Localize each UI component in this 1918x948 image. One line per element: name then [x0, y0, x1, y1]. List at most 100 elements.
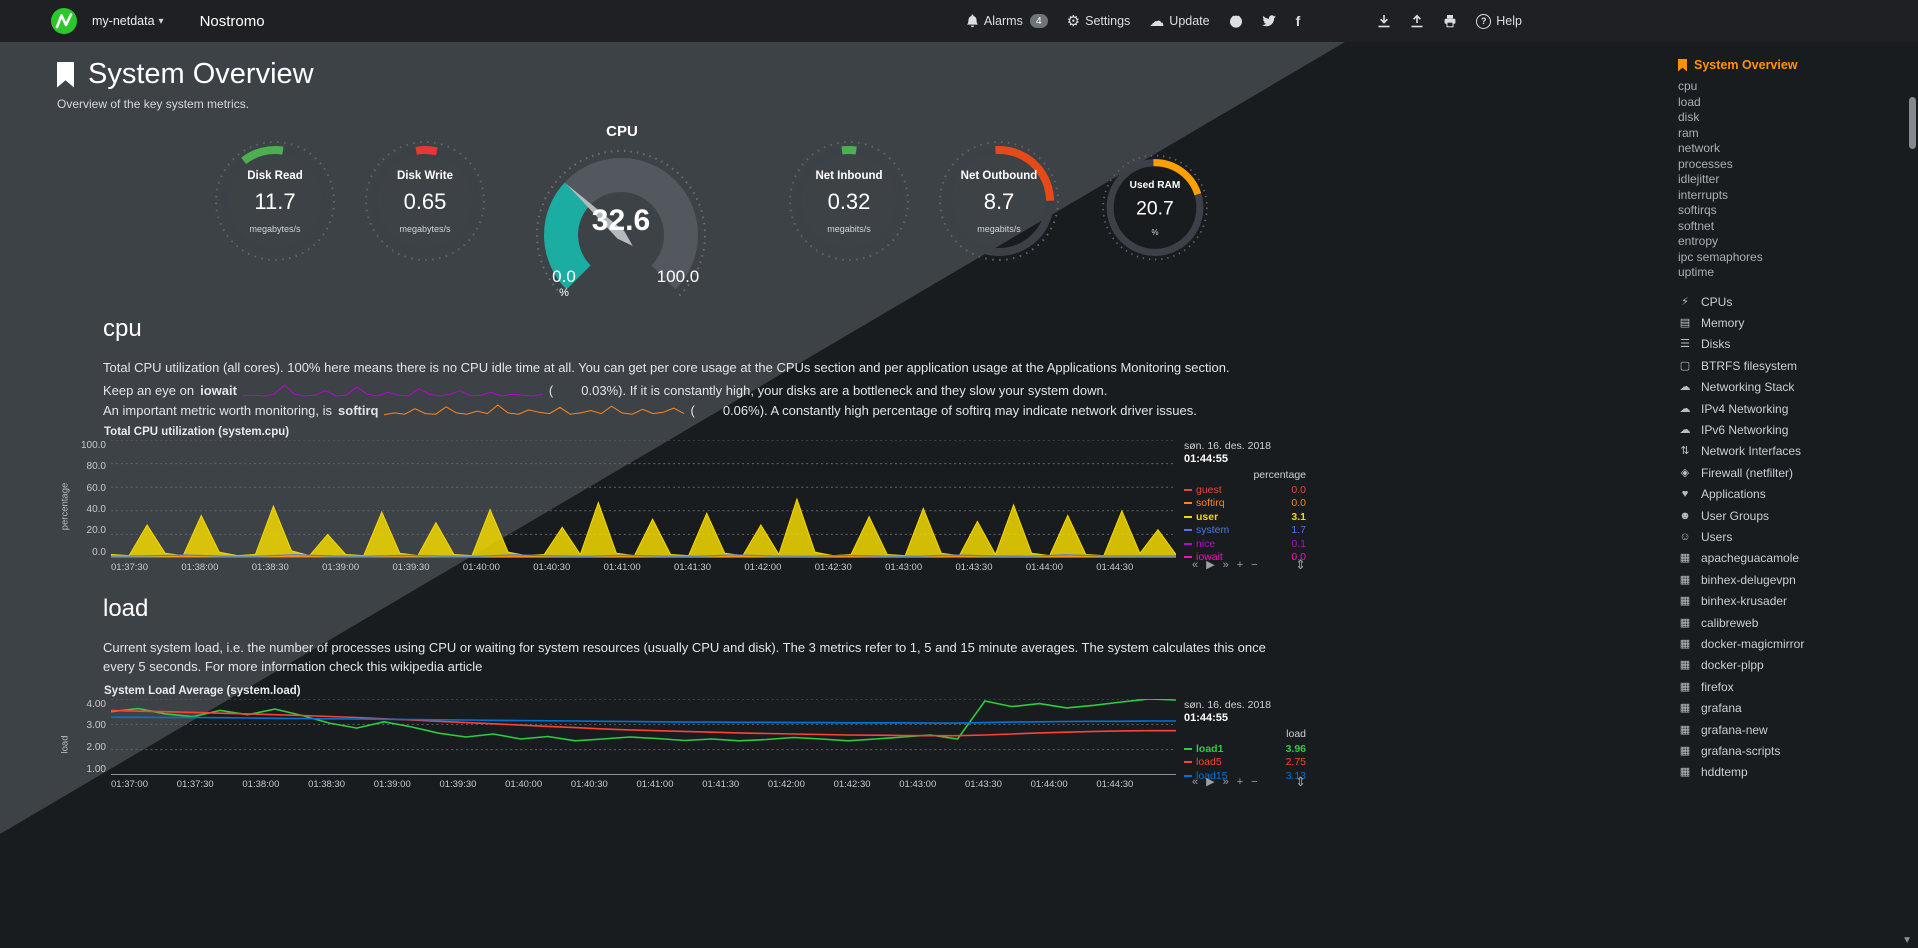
sidebar-item-network-interfaces[interactable]: ⇅ Network Interfaces	[1678, 441, 1918, 462]
sidebar-item-docker-plpp[interactable]: ▦ docker-plpp	[1678, 655, 1918, 676]
svg-text:%: %	[559, 287, 569, 298]
sidebar-item-uptime[interactable]: uptime	[1678, 265, 1715, 279]
resize-handle[interactable]: ⇕	[1295, 773, 1306, 789]
legend-item-load5[interactable]: load5 2.75	[1184, 756, 1306, 768]
sidebar-item-users[interactable]: ☺ Users	[1678, 527, 1918, 548]
cpu-heading: cpu	[103, 315, 142, 342]
sidebar-item-hddtemp[interactable]: ▦ hddtemp	[1678, 762, 1918, 783]
play-button[interactable]: ▶	[1206, 776, 1215, 789]
gauge-net-outbound[interactable]: Net Outbound 8.7 megabits/s	[924, 139, 1074, 263]
folder-icon: ▢	[1679, 359, 1691, 372]
sidebar-item-ram[interactable]: ram	[1678, 125, 1699, 140]
sidebar-item-softirqs[interactable]: softirqs	[1678, 203, 1717, 217]
load-chart-legend: søn. 16. des. 2018 01:44:55 load load1 3.…	[1184, 699, 1306, 790]
navbar: my-netdata ▾ Nostromo Alarms 4 ⚙ Setting…	[0, 0, 1918, 42]
update-button[interactable]: ☁ Update	[1149, 12, 1210, 30]
export-snapshot-button[interactable]	[1410, 14, 1424, 28]
print-button[interactable]	[1443, 14, 1457, 28]
pan-left-button[interactable]: «	[1192, 558, 1199, 571]
sidebar-item-grafana[interactable]: ▦ grafana	[1678, 698, 1918, 719]
sidebar-item-cpus[interactable]: ⚡ CPUs	[1678, 292, 1918, 313]
sidebar-scroll-indicator[interactable]: ▼	[1902, 935, 1912, 946]
legend-item-guest[interactable]: guest 0.0	[1184, 484, 1306, 496]
gauge-disk-write[interactable]: Disk Write 0.65 megabytes/s	[350, 139, 500, 263]
help-button[interactable]: ? Help	[1476, 13, 1522, 29]
sidebar-item-networking-stack[interactable]: ☁ Networking Stack	[1678, 377, 1918, 398]
download-icon	[1378, 15, 1390, 28]
legend-item-load1[interactable]: load1 3.96	[1184, 743, 1306, 755]
pan-right-button[interactable]: »	[1222, 775, 1229, 788]
sidebar-item-network[interactable]: network	[1678, 141, 1721, 155]
cloud-icon: ☁	[1149, 12, 1165, 30]
play-button[interactable]: ▶	[1206, 559, 1215, 572]
iowait-sparkline[interactable]	[242, 383, 543, 397]
sidebar-item-ipc-semaphores[interactable]: ipc semaphores	[1678, 249, 1763, 264]
legend-unit: percentage	[1253, 468, 1306, 481]
hostname[interactable]: Nostromo	[199, 12, 265, 30]
pan-right-button[interactable]: »	[1222, 558, 1229, 571]
gauge-used-ram[interactable]: Used RAM 20.7 %	[1089, 153, 1221, 262]
legend-item-iowait[interactable]: iowait 0.0	[1184, 551, 1306, 563]
cpu-chart-canvas[interactable]	[111, 439, 1176, 558]
cpu-section: cpu Total CPU utilization (all cores). 1…	[103, 315, 1624, 418]
my-netdata-label: my-netdata	[92, 14, 155, 28]
sidebar-item-btrfs-filesystem[interactable]: ▢ BTRFS filesystem	[1678, 356, 1918, 377]
sidebar-item-load[interactable]: load	[1678, 94, 1701, 109]
load-chart-canvas[interactable]	[111, 698, 1176, 775]
facebook-button[interactable]: f	[1296, 13, 1301, 29]
sidebar-item-binhex-delugevpn[interactable]: ▦ binhex-delugevpn	[1678, 570, 1918, 591]
sidebar-item-calibreweb[interactable]: ▦ calibreweb	[1678, 613, 1918, 634]
github-button[interactable]	[1229, 14, 1243, 28]
twitter-button[interactable]	[1261, 14, 1277, 28]
softirq-sparkline[interactable]	[384, 403, 685, 417]
sidebar-item-system-overview[interactable]: System Overview	[1678, 58, 1918, 72]
legend-item-user[interactable]: user 3.1	[1184, 511, 1306, 523]
zoom-in-button[interactable]: +	[1236, 775, 1244, 788]
sidebar-item-ipv4-networking[interactable]: ☁ IPv4 Networking	[1678, 399, 1918, 420]
scrollbar[interactable]	[1909, 97, 1916, 149]
sidebar-item-applications[interactable]: ♥ Applications	[1678, 484, 1918, 505]
sidebar-item-idlejitter[interactable]: idlejitter	[1678, 172, 1720, 186]
zoom-out-button[interactable]: −	[1251, 775, 1258, 788]
sidebar-item-docker-magicmirror[interactable]: ▦ docker-magicmirror	[1678, 634, 1918, 655]
sidebar-item-grafana-scripts[interactable]: ▦ grafana-scripts	[1678, 741, 1918, 762]
alarms-button[interactable]: Alarms 4	[966, 14, 1048, 28]
grid-icon: ▦	[1679, 723, 1691, 736]
legend-item-system[interactable]: system 1.7	[1184, 524, 1306, 536]
sidebar-item-entropy[interactable]: entropy	[1678, 234, 1719, 248]
sidebar-item-user-groups[interactable]: ☻ User Groups	[1678, 506, 1918, 527]
sidebar-item-cpu[interactable]: cpu	[1678, 79, 1698, 93]
sidebar-item-memory[interactable]: ▤ Memory	[1678, 313, 1918, 334]
settings-button[interactable]: ⚙ Settings	[1066, 12, 1131, 30]
legend-item-load15[interactable]: load15 3.13	[1184, 770, 1306, 782]
sidebar-item-ipv6-networking[interactable]: ☁ IPv6 Networking	[1678, 420, 1918, 441]
import-snapshot-button[interactable]	[1377, 14, 1391, 28]
zoom-out-button[interactable]: −	[1251, 558, 1258, 571]
interfaces-icon: ⇅	[1680, 445, 1690, 458]
sidebar-item-disk[interactable]: disk	[1678, 110, 1700, 124]
grid-icon: ▦	[1679, 573, 1691, 586]
sidebar-item-firewall-netfilter[interactable]: ◈ Firewall (netfilter)	[1678, 463, 1918, 484]
sidebar-item-firefox[interactable]: ▦ firefox	[1678, 677, 1918, 698]
gauge-disk-read[interactable]: Disk Read 11.7 megabytes/s	[200, 139, 350, 263]
sidebar-item-binhex-krusader[interactable]: ▦ binhex-krusader	[1678, 591, 1918, 612]
sidebar-item-softnet[interactable]: softnet	[1678, 218, 1715, 233]
sidebar-item-processes[interactable]: processes	[1678, 156, 1733, 171]
grid-icon: ▦	[1679, 745, 1691, 758]
gauge-cpu[interactable]: CPU 32.6 0.0 100.0 %	[516, 123, 728, 301]
sidebar-item-interrupts[interactable]: interrupts	[1678, 187, 1729, 202]
zoom-in-button[interactable]: +	[1236, 558, 1244, 571]
pan-left-button[interactable]: «	[1192, 775, 1199, 788]
legend-time: 01:44:55	[1184, 452, 1229, 465]
netdata-logo-icon[interactable]	[50, 7, 78, 35]
page-subtitle: Overview of the key system metrics.	[57, 97, 250, 111]
sidebar-item-apacheguacamole[interactable]: ▦ apacheguacamole	[1678, 548, 1918, 569]
legend-unit: load	[1286, 727, 1306, 740]
sidebar-item-grafana-new[interactable]: ▦ grafana-new	[1678, 720, 1918, 741]
legend-item-nice[interactable]: nice 0.1	[1184, 538, 1306, 550]
gauge-net-inbound[interactable]: Net Inbound 0.32 megabits/s	[774, 139, 924, 263]
resize-handle[interactable]: ⇕	[1295, 556, 1306, 572]
my-netdata-menu[interactable]: my-netdata ▾	[92, 14, 164, 28]
legend-item-softirq[interactable]: softirq 0.0	[1184, 497, 1306, 509]
sidebar-item-disks[interactable]: ☰ Disks	[1678, 334, 1918, 355]
